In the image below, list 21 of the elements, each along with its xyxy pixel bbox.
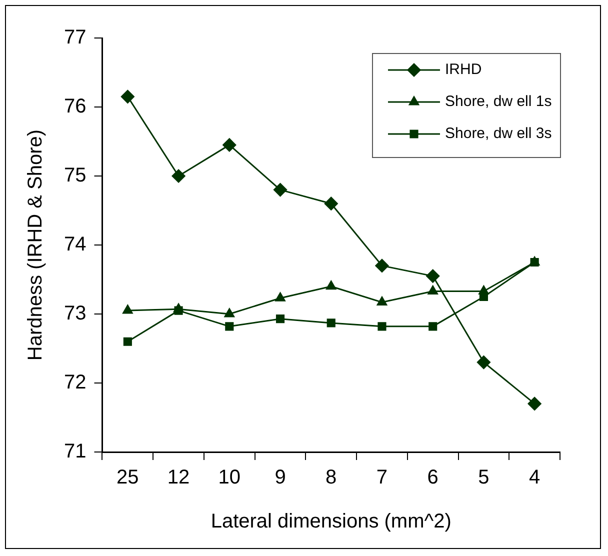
x-tick-label: 5 xyxy=(478,466,490,489)
y-tick-label: 75 xyxy=(64,164,86,187)
x-tick-label: 6 xyxy=(427,466,438,489)
y-tick-label: 77 xyxy=(64,26,86,49)
legend-label: Shore, dw ell 3s xyxy=(445,125,552,142)
y-tick-label: 72 xyxy=(64,372,86,394)
y-tick-label: 73 xyxy=(64,302,86,325)
y-tick-label: 74 xyxy=(64,234,86,256)
legend-label: IRHD xyxy=(445,61,482,78)
x-tick-label: 4 xyxy=(529,466,540,489)
legend-label: Shore, dw ell 1s xyxy=(445,93,552,110)
x-tick-label: 8 xyxy=(326,466,337,489)
x-tick-label: 25 xyxy=(116,466,139,489)
x-tick-label: 7 xyxy=(376,466,388,489)
x-tick-label: 10 xyxy=(218,466,241,489)
x-tick-label: 12 xyxy=(167,466,190,489)
x-tick-label: 9 xyxy=(274,466,286,489)
y-axis-title: Hardness (IRHD & Shore) xyxy=(24,129,47,361)
y-tick-label: 71 xyxy=(64,440,86,463)
y-tick-label: 76 xyxy=(64,96,86,118)
x-axis-title: Lateral dimensions (mm^2) xyxy=(210,510,452,533)
